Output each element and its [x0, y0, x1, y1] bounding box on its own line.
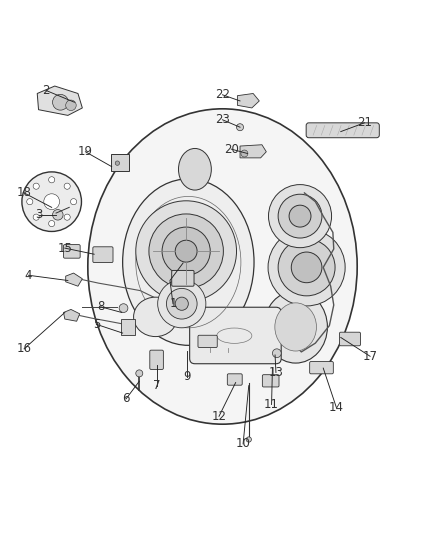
Circle shape [162, 227, 210, 275]
Text: 10: 10 [236, 438, 251, 450]
Text: 3: 3 [35, 208, 42, 221]
Ellipse shape [123, 179, 254, 345]
Circle shape [33, 214, 39, 220]
Text: 22: 22 [215, 88, 230, 101]
Circle shape [49, 221, 55, 227]
Text: 14: 14 [329, 401, 344, 414]
Circle shape [53, 209, 63, 220]
FancyBboxPatch shape [172, 270, 194, 286]
Circle shape [49, 177, 55, 183]
Text: 13: 13 [268, 366, 283, 379]
Circle shape [27, 199, 33, 205]
Circle shape [53, 94, 68, 110]
Text: 17: 17 [363, 350, 378, 363]
Circle shape [278, 194, 322, 238]
FancyBboxPatch shape [227, 374, 242, 385]
Circle shape [175, 297, 188, 310]
Text: 5: 5 [93, 318, 100, 331]
Circle shape [64, 214, 70, 220]
FancyBboxPatch shape [121, 319, 135, 335]
Text: 20: 20 [224, 143, 239, 156]
Circle shape [268, 184, 332, 248]
Text: 16: 16 [17, 342, 32, 356]
Polygon shape [37, 86, 82, 115]
Circle shape [272, 349, 281, 358]
Circle shape [268, 229, 345, 306]
Text: 23: 23 [215, 114, 230, 126]
Circle shape [71, 199, 77, 205]
Ellipse shape [264, 291, 328, 363]
Text: 11: 11 [264, 398, 279, 411]
Circle shape [278, 239, 335, 296]
Circle shape [149, 214, 223, 288]
Circle shape [246, 437, 251, 442]
Text: 1: 1 [169, 297, 177, 310]
Polygon shape [64, 310, 80, 321]
Text: 7: 7 [153, 379, 161, 392]
Ellipse shape [275, 303, 316, 351]
Text: 8: 8 [97, 300, 104, 313]
FancyBboxPatch shape [111, 154, 129, 171]
Ellipse shape [88, 109, 357, 424]
Circle shape [237, 124, 244, 131]
Ellipse shape [178, 149, 211, 190]
Text: 12: 12 [212, 410, 226, 423]
Circle shape [64, 183, 70, 189]
Circle shape [119, 304, 128, 312]
FancyBboxPatch shape [93, 247, 113, 263]
Text: 2: 2 [42, 84, 50, 97]
Polygon shape [66, 273, 82, 286]
FancyBboxPatch shape [150, 350, 163, 369]
Circle shape [166, 288, 197, 319]
Circle shape [33, 183, 39, 189]
FancyBboxPatch shape [198, 335, 217, 348]
FancyBboxPatch shape [190, 307, 281, 364]
Circle shape [22, 172, 81, 231]
Text: 18: 18 [17, 187, 32, 199]
Circle shape [175, 240, 197, 262]
Circle shape [136, 370, 143, 377]
Circle shape [291, 252, 322, 282]
Polygon shape [237, 93, 259, 108]
FancyBboxPatch shape [310, 361, 333, 374]
Circle shape [44, 194, 60, 209]
Circle shape [289, 205, 311, 227]
Text: 21: 21 [357, 116, 372, 130]
Polygon shape [240, 145, 266, 158]
Circle shape [241, 150, 248, 157]
Circle shape [66, 100, 76, 110]
Ellipse shape [134, 297, 177, 336]
Circle shape [136, 201, 237, 302]
Text: 9: 9 [184, 370, 191, 383]
Text: 19: 19 [78, 146, 93, 158]
FancyBboxPatch shape [306, 123, 379, 138]
FancyBboxPatch shape [64, 245, 80, 258]
Circle shape [115, 161, 120, 165]
Text: 4: 4 [25, 269, 32, 282]
FancyBboxPatch shape [339, 332, 360, 346]
Circle shape [158, 280, 206, 328]
Text: 15: 15 [57, 241, 72, 255]
FancyBboxPatch shape [262, 375, 279, 387]
Text: 6: 6 [122, 392, 130, 405]
